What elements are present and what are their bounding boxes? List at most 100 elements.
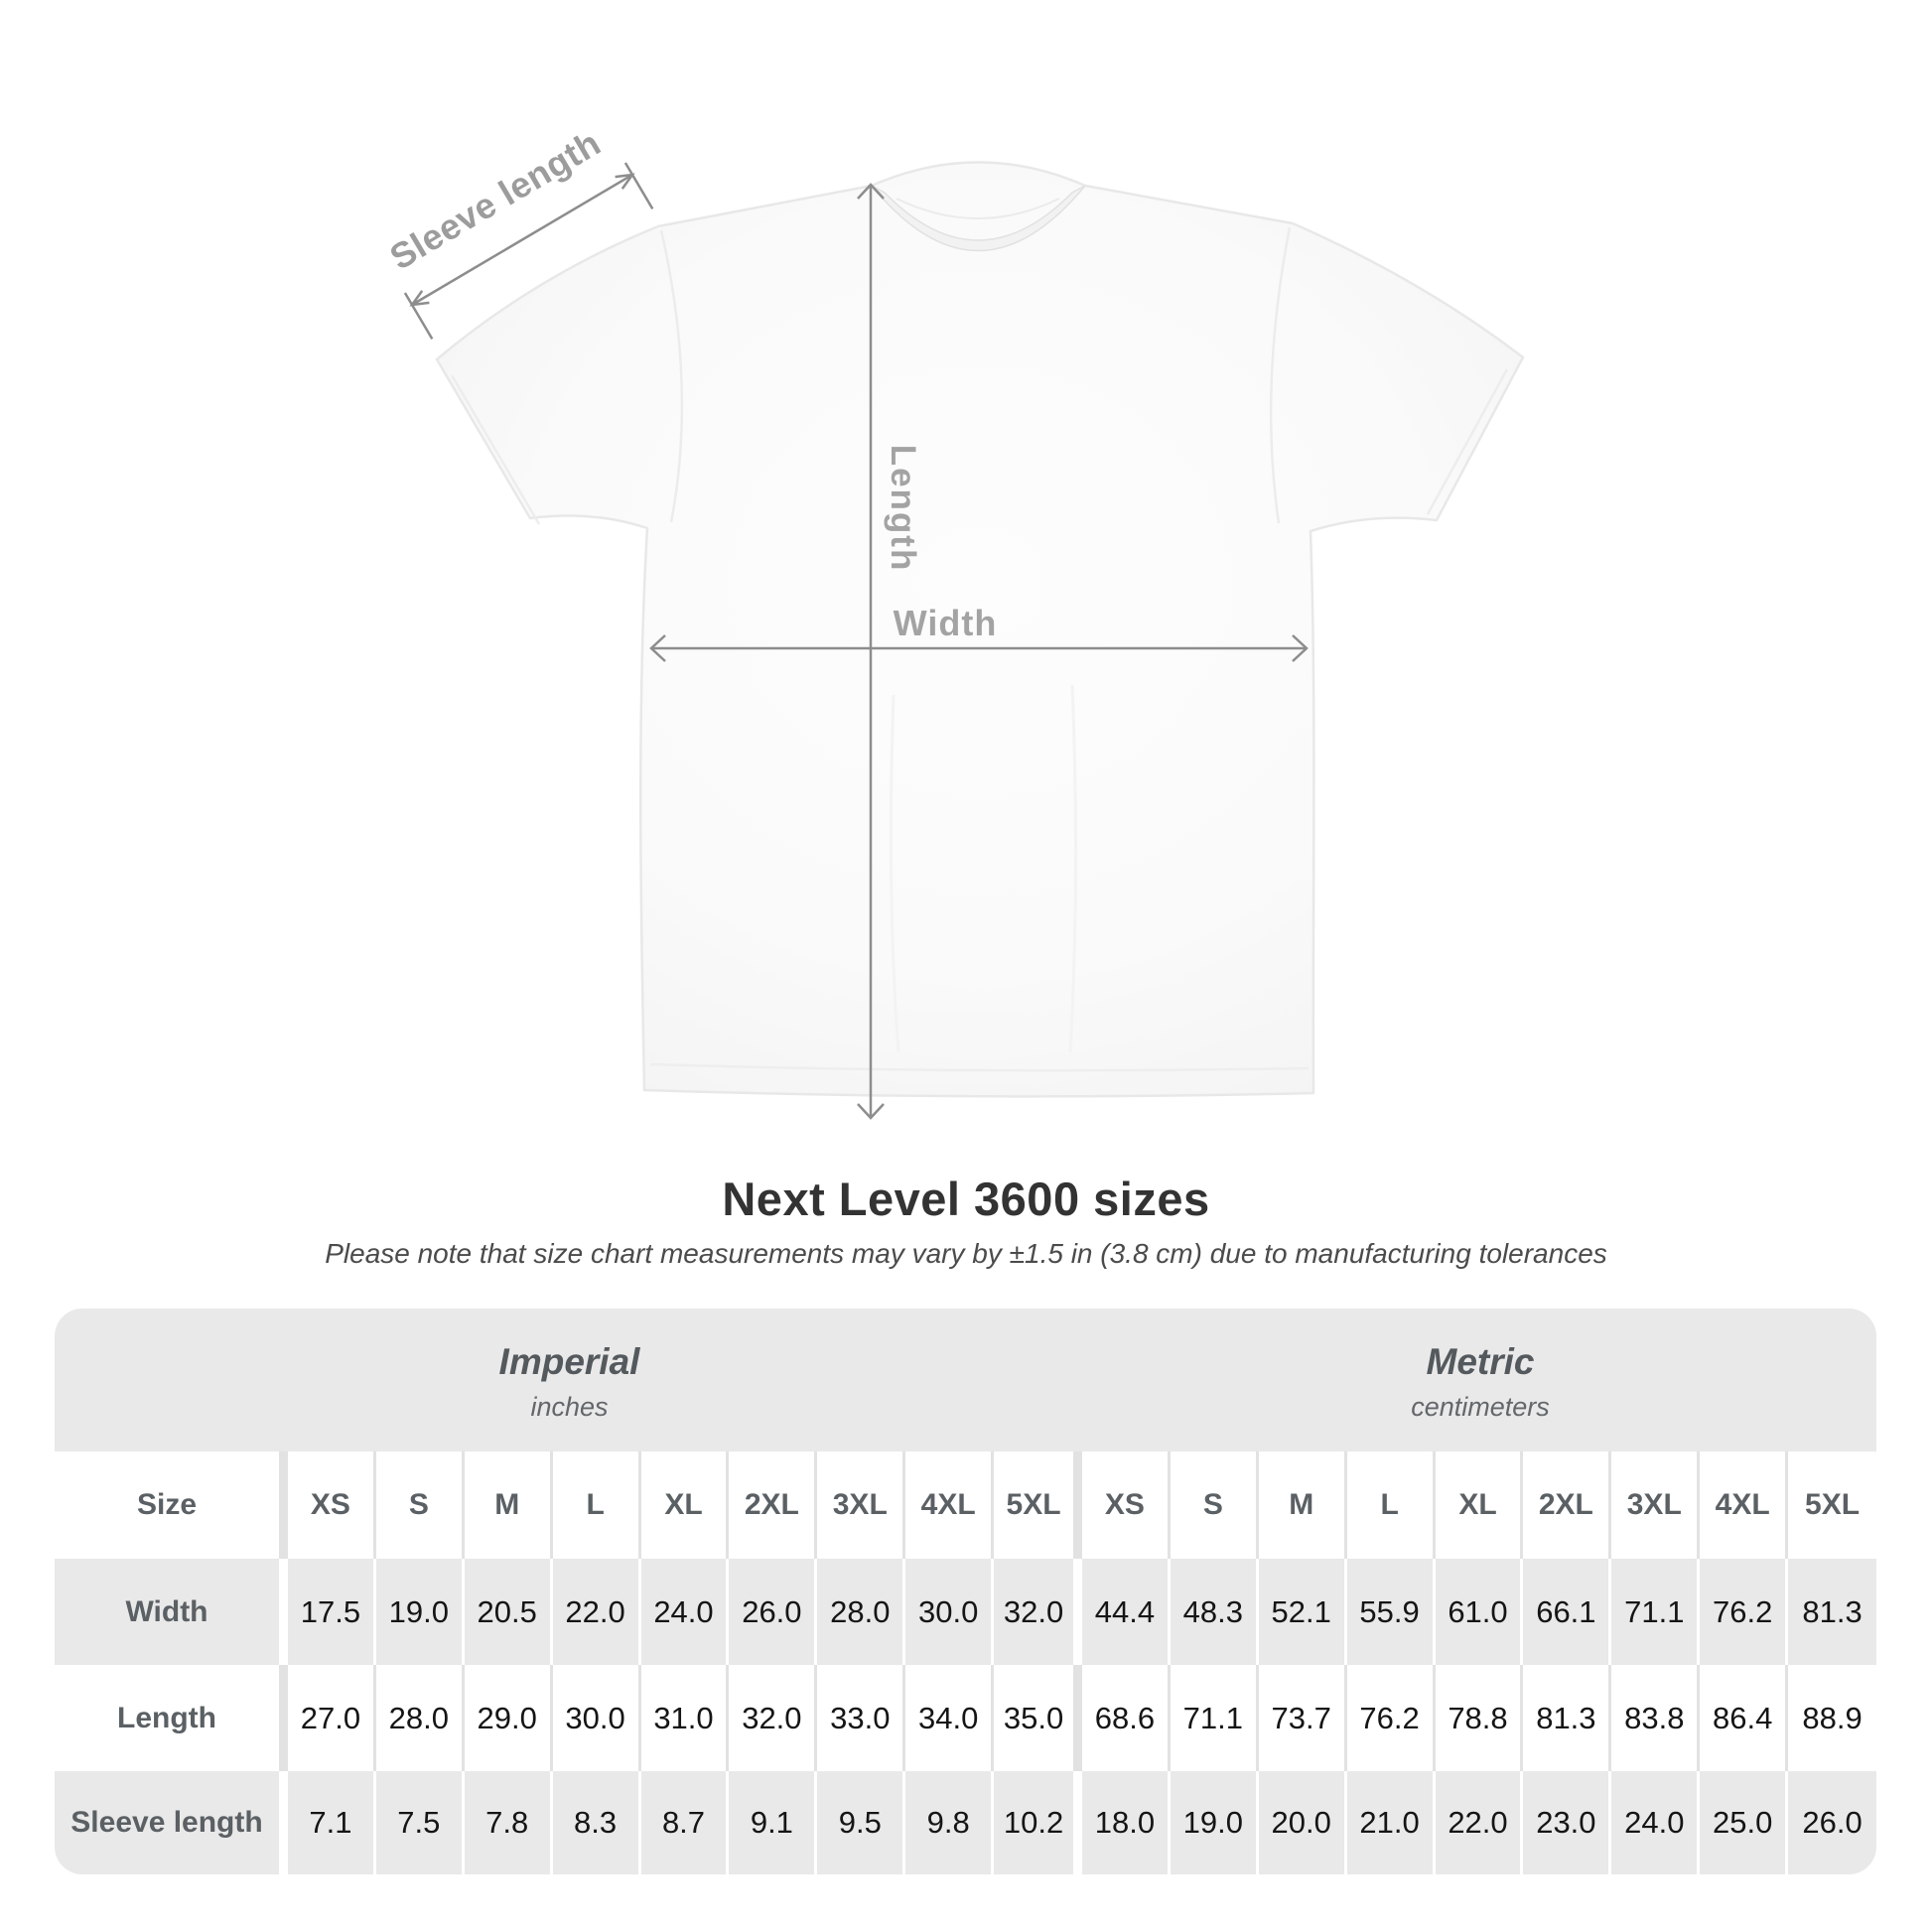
unit-header-band: Imperial inches Metric centimeters xyxy=(55,1309,1876,1451)
value-cell: 88.9 xyxy=(1788,1665,1876,1771)
value-cell: 10.2 xyxy=(994,1771,1082,1874)
size-header-cell: 4XL xyxy=(905,1451,995,1559)
value-cell: 30.0 xyxy=(905,1559,995,1665)
value-cell: 34.0 xyxy=(905,1665,995,1771)
value-cell: 44.4 xyxy=(1081,1559,1171,1665)
size-header-cell: L xyxy=(552,1451,641,1559)
value-cell: 33.0 xyxy=(817,1665,906,1771)
size-header-cell: 2XL xyxy=(1523,1451,1612,1559)
value-cell: 22.0 xyxy=(552,1559,641,1665)
value-cell: 48.3 xyxy=(1170,1559,1259,1665)
table-row-length: Length 27.0 28.0 29.0 30.0 31.0 32.0 33.… xyxy=(55,1665,1876,1771)
value-cell: 86.4 xyxy=(1700,1665,1789,1771)
value-cell: 32.0 xyxy=(994,1559,1082,1665)
sleeve-length-label: Sleeve length xyxy=(383,122,608,278)
value-cell: 31.0 xyxy=(640,1665,730,1771)
value-cell: 71.1 xyxy=(1611,1559,1701,1665)
value-cell: 20.5 xyxy=(464,1559,553,1665)
size-header-cell: M xyxy=(1258,1451,1347,1559)
table-row-width: Width 17.5 19.0 20.5 22.0 24.0 26.0 28.0… xyxy=(55,1559,1876,1665)
value-cell: 78.8 xyxy=(1435,1665,1524,1771)
value-cell: 71.1 xyxy=(1170,1665,1259,1771)
value-cell: 19.0 xyxy=(375,1559,465,1665)
value-cell: 76.2 xyxy=(1700,1559,1789,1665)
value-cell: 9.8 xyxy=(905,1771,995,1874)
value-cell: 68.6 xyxy=(1081,1665,1171,1771)
value-cell: 29.0 xyxy=(464,1665,553,1771)
value-cell: 7.8 xyxy=(464,1771,553,1874)
value-cell: 81.3 xyxy=(1523,1665,1612,1771)
size-column-header: Size xyxy=(55,1451,288,1559)
row-label: Width xyxy=(55,1559,288,1665)
value-cell: 21.0 xyxy=(1346,1771,1436,1874)
value-cell: 35.0 xyxy=(994,1665,1082,1771)
value-cell: 32.0 xyxy=(729,1665,818,1771)
size-header-row: Size XS S M L XL 2XL 3XL 4XL 5XL XS S M … xyxy=(55,1451,1876,1559)
size-header-cell: 5XL xyxy=(1788,1451,1876,1559)
value-cell: 17.5 xyxy=(288,1559,376,1665)
row-label: Sleeve length xyxy=(55,1771,288,1874)
tshirt-diagram: Sleeve length Length Width xyxy=(383,122,1525,1120)
size-header-cell: 2XL xyxy=(729,1451,818,1559)
size-header-cell: S xyxy=(375,1451,465,1559)
value-cell: 66.1 xyxy=(1523,1559,1612,1665)
size-header-cell: L xyxy=(1346,1451,1436,1559)
tshirt-illustration xyxy=(435,161,1525,1098)
value-cell: 25.0 xyxy=(1700,1771,1789,1874)
value-cell: 26.0 xyxy=(729,1559,818,1665)
tolerance-note: Please note that size chart measurements… xyxy=(325,1238,1607,1269)
value-cell: 28.0 xyxy=(375,1665,465,1771)
value-cell: 22.0 xyxy=(1435,1771,1524,1874)
width-label: Width xyxy=(894,603,998,643)
value-cell: 8.7 xyxy=(640,1771,730,1874)
page-title: Next Level 3600 sizes xyxy=(722,1173,1210,1225)
value-cell: 73.7 xyxy=(1258,1665,1347,1771)
length-arrow xyxy=(857,183,885,1120)
value-cell: 26.0 xyxy=(1788,1771,1876,1874)
value-cell: 7.5 xyxy=(375,1771,465,1874)
value-cell: 7.1 xyxy=(288,1771,376,1874)
value-cell: 28.0 xyxy=(817,1559,906,1665)
length-label: Length xyxy=(884,445,922,573)
value-cell: 9.5 xyxy=(817,1771,906,1874)
size-header-cell: XS xyxy=(288,1451,376,1559)
value-cell: 24.0 xyxy=(640,1559,730,1665)
value-cell: 83.8 xyxy=(1611,1665,1701,1771)
value-cell: 9.1 xyxy=(729,1771,818,1874)
sleeve-length-arrow xyxy=(403,162,654,341)
value-cell: 8.3 xyxy=(552,1771,641,1874)
metric-header: Metric centimeters xyxy=(1084,1309,1876,1451)
metric-title: Metric xyxy=(1426,1341,1535,1382)
size-header-cell: 4XL xyxy=(1700,1451,1789,1559)
table-row-sleeve-length: Sleeve length 7.1 7.5 7.8 8.3 8.7 9.1 9.… xyxy=(55,1771,1876,1874)
value-cell: 19.0 xyxy=(1170,1771,1259,1874)
imperial-unit: inches xyxy=(530,1392,609,1422)
size-header-cell: XS xyxy=(1081,1451,1171,1559)
size-header-cell: 5XL xyxy=(994,1451,1082,1559)
metric-unit: centimeters xyxy=(1411,1392,1550,1422)
value-cell: 81.3 xyxy=(1788,1559,1876,1665)
imperial-title: Imperial xyxy=(498,1341,640,1382)
value-cell: 55.9 xyxy=(1346,1559,1436,1665)
size-header-cell: 3XL xyxy=(1611,1451,1701,1559)
value-cell: 18.0 xyxy=(1081,1771,1171,1874)
dimension-lines xyxy=(403,162,1309,1120)
size-table: Imperial inches Metric centimeters Size … xyxy=(55,1309,1876,1874)
collar xyxy=(871,185,1086,252)
size-header-cell: XL xyxy=(1435,1451,1524,1559)
value-cell: 24.0 xyxy=(1611,1771,1701,1874)
value-cell: 23.0 xyxy=(1523,1771,1612,1874)
value-cell: 30.0 xyxy=(552,1665,641,1771)
row-label: Length xyxy=(55,1665,288,1771)
size-header-cell: M xyxy=(464,1451,553,1559)
value-cell: 20.0 xyxy=(1258,1771,1347,1874)
value-cell: 27.0 xyxy=(288,1665,376,1771)
imperial-header: Imperial inches xyxy=(55,1309,1084,1451)
value-cell: 61.0 xyxy=(1435,1559,1524,1665)
size-header-cell: 3XL xyxy=(817,1451,906,1559)
value-cell: 52.1 xyxy=(1258,1559,1347,1665)
size-header-cell: S xyxy=(1170,1451,1259,1559)
value-cell: 76.2 xyxy=(1346,1665,1436,1771)
size-header-cell: XL xyxy=(640,1451,730,1559)
